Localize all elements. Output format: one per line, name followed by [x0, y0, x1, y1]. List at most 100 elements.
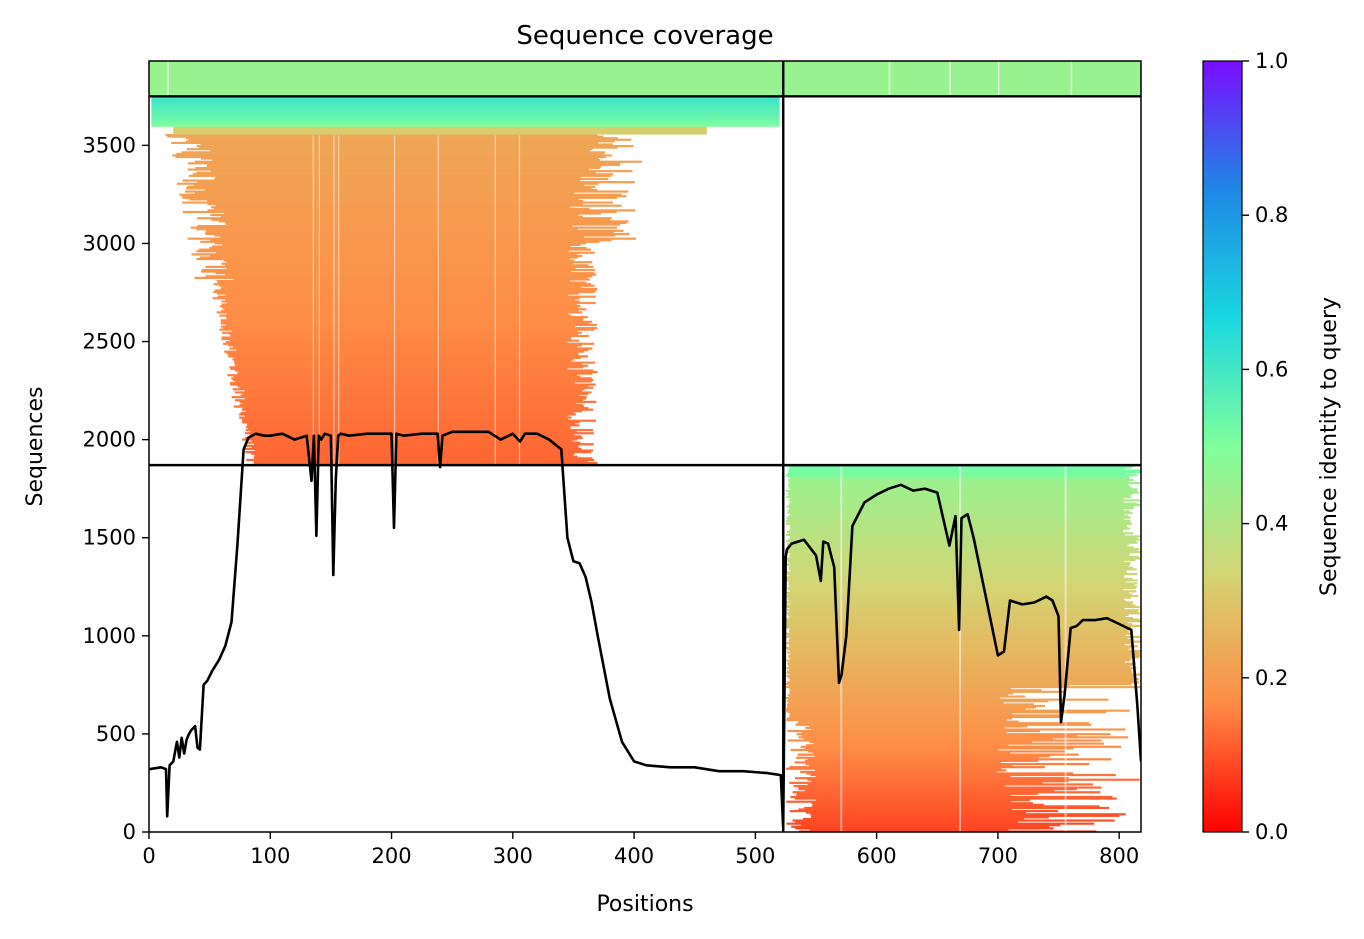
heatmap-row: [785, 697, 1000, 700]
heatmap-row: [200, 240, 600, 243]
heatmap-row: [200, 157, 599, 160]
heatmap-row: [235, 399, 584, 402]
heatmap-row: [225, 341, 568, 344]
heatmap-row: [789, 766, 1045, 769]
y-axis: 0 500 1000 1500 2000 2500 3000 3500: [83, 133, 149, 844]
heatmap-row: [789, 535, 1141, 538]
heatmap-row: [245, 436, 583, 440]
heatmap-row: [792, 819, 1115, 822]
heatmap-row: [811, 805, 1100, 808]
heatmap-row: [187, 237, 637, 240]
heatmap-row: [196, 257, 570, 261]
heatmap-row: [807, 750, 1066, 753]
heatmap-row: [232, 378, 594, 381]
heatmap-row: [151, 99, 780, 102]
heatmap-row: [789, 692, 1014, 695]
heatmap-row: [787, 739, 1102, 742]
heatmap-row: [206, 229, 624, 232]
heatmap-row: [785, 620, 1141, 623]
heatmap-row: [245, 444, 579, 447]
heatmap-row: [226, 261, 593, 264]
heatmap-row: [151, 113, 780, 116]
heatmap-row: [790, 525, 1128, 529]
heatmap-row: [204, 188, 598, 192]
colorbar-ticks: 0.0 0.2 0.4 0.6 0.8 1.0: [1242, 49, 1288, 844]
heatmap-row: [813, 742, 1104, 745]
heatmap-row: [789, 536, 1137, 540]
heatmap-row: [220, 287, 598, 290]
heatmap-row: [795, 777, 1069, 780]
heatmap-row: [787, 648, 1129, 651]
heatmap-row: [187, 185, 596, 188]
heatmap-row: [789, 810, 1059, 813]
heatmap-row: [786, 708, 1026, 711]
heatmap-row: [151, 105, 780, 108]
heatmap-row: [252, 446, 579, 449]
heatmap-row: [796, 756, 1040, 759]
heatmap-row: [226, 267, 576, 270]
heatmap-row: [785, 489, 1138, 493]
heatmap-row: [242, 418, 569, 421]
heatmap-row: [786, 624, 1141, 627]
heatmap-row: [242, 407, 589, 410]
heatmap-row: [223, 259, 575, 262]
heatmap-row: [151, 115, 780, 118]
heatmap-row: [789, 555, 1139, 558]
heatmap-row: [808, 725, 1028, 728]
heatmap-row: [245, 451, 592, 454]
heatmap-row: [815, 775, 1011, 778]
heatmap-row: [245, 410, 582, 413]
heatmap-row: [790, 712, 1013, 715]
heatmap-row: [789, 689, 1042, 692]
heatmap-gap: [494, 135, 496, 466]
heatmap-row: [224, 350, 584, 353]
heatmap-row: [789, 607, 1125, 610]
heatmap-row: [801, 734, 1078, 737]
heatmap-row: [196, 171, 596, 174]
heatmap-row: [798, 720, 1019, 723]
heatmap-row: [219, 284, 595, 287]
heatmap-row: [229, 347, 593, 350]
heatmap-row: [220, 215, 584, 218]
heatmap-row: [151, 101, 780, 104]
heatmap-row: [786, 579, 1138, 582]
heatmap-row: [788, 660, 1125, 664]
heatmap-row: [786, 718, 1007, 722]
heatmap-row: [214, 234, 616, 237]
heatmap-row: [788, 640, 1141, 643]
heatmap-row: [796, 792, 1038, 795]
heatmap-row: [205, 231, 614, 234]
heatmap-row: [786, 659, 1131, 662]
heatmap-row: [188, 138, 632, 141]
heatmap-row: [151, 116, 780, 119]
colorbar-tick-label: 0.2: [1255, 666, 1288, 690]
heatmap-row: [201, 268, 595, 272]
heatmap-row: [241, 408, 594, 411]
heatmap-row: [224, 264, 589, 267]
heatmap-row: [786, 519, 1131, 522]
heatmap-row: [230, 367, 568, 370]
heatmap-row: [785, 618, 1140, 621]
heatmap-gap: [959, 465, 962, 832]
heatmap-row: [800, 770, 998, 773]
colorbar-label: Sequence identity to query: [1317, 297, 1342, 596]
coverage-line-layer: [149, 430, 1141, 830]
heatmap-row: [790, 748, 999, 751]
heatmap-row: [791, 825, 1050, 828]
heatmap-row: [173, 132, 707, 135]
heatmap-row: [215, 204, 622, 207]
heatmap-row: [789, 649, 1141, 653]
heatmap-row: [151, 104, 780, 107]
heatmap-row: [194, 192, 575, 195]
heatmap-row: [173, 126, 707, 129]
heatmap-row: [224, 212, 602, 215]
heatmap-row: [211, 218, 610, 221]
heatmap-row: [185, 140, 615, 143]
heatmap-gap: [338, 135, 340, 466]
heatmap-row: [236, 348, 589, 352]
heatmap-row: [225, 221, 627, 225]
heatmap-row: [182, 201, 613, 204]
heatmap-row: [222, 243, 581, 247]
heatmap-row: [237, 372, 593, 375]
